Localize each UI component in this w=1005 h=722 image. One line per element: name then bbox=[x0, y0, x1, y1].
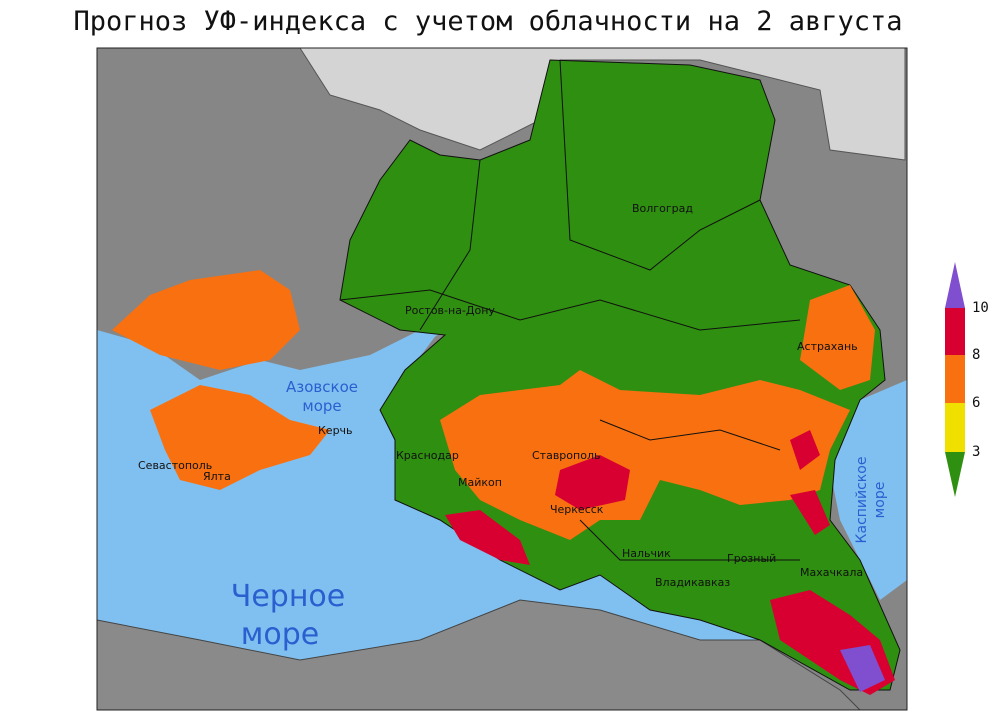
forecast-red-sochi bbox=[445, 510, 530, 565]
forecast-red-stavropol bbox=[555, 455, 630, 510]
legend-swatch bbox=[945, 308, 965, 355]
city-label: Ростов-на-Дону bbox=[405, 304, 495, 317]
legend-tick-label: 8 bbox=[972, 347, 980, 363]
sea-label: море bbox=[302, 397, 341, 415]
map bbox=[96, 47, 908, 711]
sea-label: Каспийское bbox=[854, 457, 870, 544]
city-label: Грозный bbox=[727, 552, 776, 565]
city-label: Майкоп bbox=[458, 476, 502, 489]
forecast-orange-astrakhan bbox=[800, 285, 875, 390]
region-borders bbox=[339, 59, 801, 561]
forecast-orange-north-azov bbox=[112, 270, 300, 370]
city-label: Севастополь bbox=[138, 459, 212, 472]
cities: Волгоград Ростов-на-Дону Астрахань Красн… bbox=[138, 202, 863, 589]
legend-tick-label: 3 bbox=[972, 444, 980, 460]
city-label: Владикавказ bbox=[655, 576, 730, 589]
legend-swatch bbox=[945, 355, 965, 403]
legend-tick-label: 10 bbox=[972, 300, 989, 316]
forecast-orange-band bbox=[440, 370, 850, 540]
city-label: Нальчик bbox=[622, 547, 671, 560]
forecast-red-east bbox=[790, 430, 830, 535]
legend-swatch bbox=[945, 403, 965, 452]
caspian-sea bbox=[830, 380, 907, 600]
sea-label: Азовское bbox=[286, 378, 358, 396]
legend: 10 8 6 3 bbox=[945, 262, 989, 497]
city-label: Астрахань bbox=[797, 340, 858, 353]
sea-label: Черное bbox=[231, 579, 346, 614]
sea-label: море bbox=[241, 617, 320, 652]
land-north bbox=[299, 47, 906, 161]
legend-tick-label: 6 bbox=[972, 395, 980, 411]
city-label: Ставрополь bbox=[532, 449, 600, 462]
azov-sea bbox=[270, 330, 440, 430]
legend-swatch bbox=[945, 452, 965, 497]
sea-label: море bbox=[872, 482, 888, 519]
forecast-purple bbox=[840, 645, 885, 692]
title: Прогноз УФ-индекса с учетом облачности н… bbox=[73, 6, 902, 37]
forecast-orange-crimea bbox=[150, 385, 330, 490]
seas: Азовское море Черное море Каспийское мор… bbox=[231, 378, 888, 652]
city-label: Махачкала bbox=[800, 566, 863, 579]
city-label: Черкесск bbox=[550, 503, 604, 516]
city-label: Керчь bbox=[318, 424, 353, 437]
city-label: Волгоград bbox=[632, 202, 693, 215]
legend-swatch bbox=[945, 262, 965, 308]
city-label: Ялта bbox=[203, 470, 231, 483]
map-frame bbox=[96, 47, 908, 711]
city-label: Краснодар bbox=[396, 449, 459, 462]
